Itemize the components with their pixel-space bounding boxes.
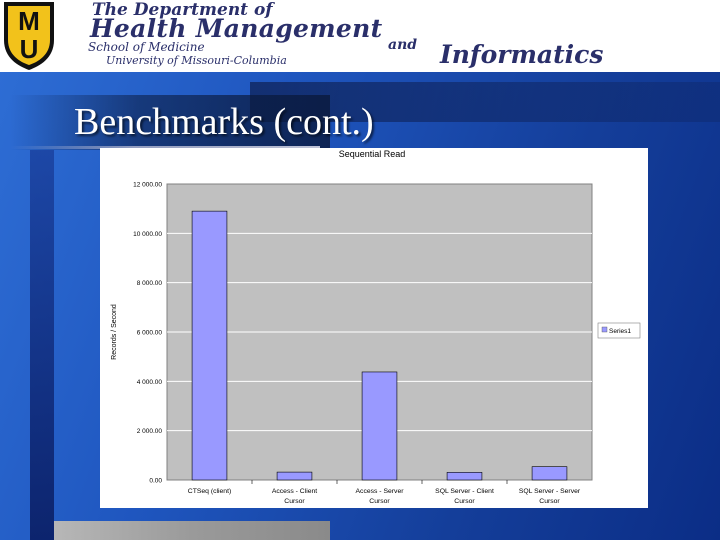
chart-title: Sequential Read: [339, 149, 406, 159]
y-tick-label: 12 000.00: [133, 182, 162, 189]
title-shadow: [10, 95, 330, 150]
x-tick-label: SQL Server - Server: [519, 488, 581, 495]
banner-informatics: Informatics: [440, 40, 604, 69]
y-tick-label: 2 000.00: [137, 428, 163, 435]
x-tick-label: Cursor: [454, 498, 475, 505]
bar: [446, 472, 483, 481]
x-tick-label: Access - Server: [356, 488, 405, 495]
slide-title: Benchmarks (cont.): [74, 101, 374, 143]
bar-chart: 0.00 2 000.00 4 000.00 6 000.00 8 000.00 10 0…: [111, 149, 641, 505]
banner-and: and: [388, 37, 418, 53]
x-tick-label: Cursor: [539, 498, 560, 505]
bars: [191, 210, 568, 481]
title-underline: [10, 146, 320, 149]
banner-line-university: University of Missouri-Columbia: [106, 54, 287, 67]
x-tick-label: Cursor: [284, 498, 305, 505]
y-tick-label: 8 000.00: [137, 280, 163, 287]
y-axis-label: Records / Second: [111, 304, 118, 360]
banner-line-department: The Department of: [92, 0, 273, 20]
x-tick-label: Access - Client: [272, 488, 317, 495]
header-banner: M U The Department of Health Management …: [0, 0, 720, 72]
y-tick-label: 0.00: [149, 478, 162, 485]
y-tick-label: 10 000.00: [133, 231, 162, 238]
bar: [191, 210, 228, 481]
legend: Series1: [597, 322, 641, 339]
legend-box: [597, 322, 641, 339]
y-tick-labels: 0.00 2 000.00 4 000.00 6 000.00 8 000.00 10 0…: [133, 182, 162, 485]
y-tick-label: 4 000.00: [137, 379, 163, 386]
bar: [276, 471, 313, 481]
x-tick-label: SQL Server - Client: [435, 488, 494, 495]
logo-m-text: M: [18, 6, 40, 36]
legend-swatch: [601, 326, 608, 333]
x-tick-labels: CTSeq (client) Access - Client Cursor Acces…: [188, 480, 581, 505]
banner-line-health-management: Health Management: [90, 14, 383, 43]
bar: [361, 371, 398, 481]
bottom-decor-bar: [54, 521, 330, 540]
banner-text: The Department of Health Management Scho…: [66, 0, 720, 72]
banner-line-school: School of Medicine: [88, 40, 205, 54]
logo-u-text: U: [20, 34, 39, 64]
x-tick-label: CTSeq (client): [188, 488, 231, 495]
bar: [531, 466, 568, 481]
legend-series1: Series1: [609, 328, 631, 335]
chart-frame: 0.00 2 000.00 4 000.00 6 000.00 8 000.00 10 0…: [100, 148, 648, 508]
y-tick-label: 6 000.00: [137, 330, 163, 337]
left-decor-strip: [30, 150, 54, 540]
mu-logo: M U: [4, 2, 54, 70]
x-tick-label: Cursor: [369, 498, 390, 505]
